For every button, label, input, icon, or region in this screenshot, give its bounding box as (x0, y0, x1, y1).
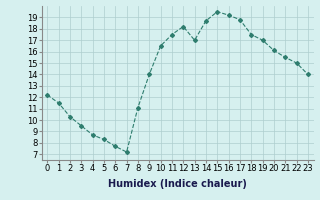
X-axis label: Humidex (Indice chaleur): Humidex (Indice chaleur) (108, 179, 247, 189)
